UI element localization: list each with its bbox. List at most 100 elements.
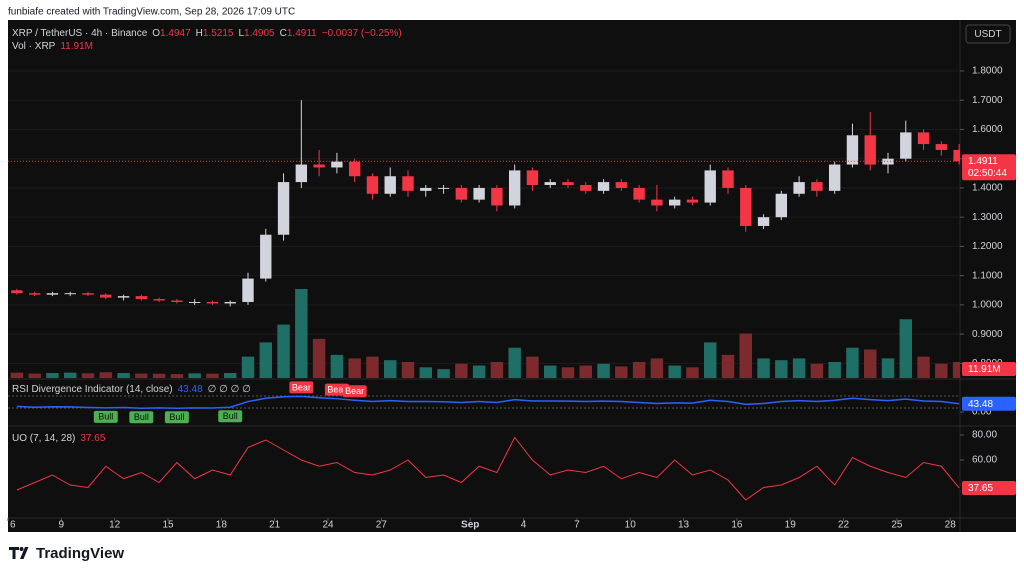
ohlc-label: C (280, 28, 287, 39)
last-price-label: 1.4911 (968, 156, 998, 167)
last-price-box (962, 154, 1016, 181)
divergence-tag (93, 410, 118, 423)
divergence-tag (164, 411, 189, 424)
x-tick-label: 15 (162, 520, 174, 531)
candle-body (224, 301, 236, 304)
volume-bar (597, 363, 610, 378)
candle-body (384, 176, 396, 194)
volume-bar (81, 373, 95, 378)
volume-bar (917, 356, 930, 378)
x-tick-label: Sep (461, 520, 479, 531)
candle-body (82, 293, 94, 295)
divergence-label: Bull (98, 412, 113, 422)
ohlc-label: L (238, 28, 244, 39)
volume-bar (526, 356, 539, 378)
indicator-line (16, 436, 960, 501)
volume-bar (366, 356, 379, 378)
divergence-label: Bear (345, 386, 364, 396)
candle-body (597, 182, 610, 191)
change: −0.0037 (−0.25%) (322, 28, 402, 39)
divergence-label: Bear (292, 382, 311, 392)
volume-last-label: 11.91M (968, 364, 1001, 375)
volume-bar (508, 347, 521, 378)
x-tick-label: 22 (838, 520, 850, 531)
candle-body (722, 170, 734, 188)
indicator-line (16, 395, 960, 409)
volume-bar (828, 361, 841, 378)
volume-bar (437, 369, 450, 378)
divergence-label: Bear (327, 385, 346, 395)
logo-icon (19, 547, 24, 551)
y-tick-label: 1.0000 (972, 300, 1003, 311)
candle-body (491, 187, 503, 206)
volume-bar (561, 367, 575, 378)
volume-bar (241, 356, 255, 378)
volume-bar (348, 358, 361, 378)
candle-body (46, 293, 59, 295)
legend: UO (7, 14, 28) 37.65 (12, 433, 106, 444)
currency: USDT (974, 29, 1001, 40)
ohlc-value: 1.5215 (203, 28, 234, 39)
divergence-label: Bull (169, 412, 184, 422)
indicator-value: 37.65 (80, 433, 105, 444)
volume-bar (10, 372, 24, 378)
candle-body (188, 301, 201, 303)
candle-body (846, 135, 859, 165)
x-tick-label: 10 (625, 520, 637, 531)
volume-bar (117, 373, 130, 378)
candle-body (206, 301, 219, 304)
candle-body (313, 164, 325, 168)
candle-body (864, 135, 876, 165)
rsi-last-box (962, 396, 1016, 411)
symbol-title: XRP / TetherUS · 4h · Binance (12, 28, 148, 39)
volume-bar (401, 361, 415, 378)
candle-body (580, 185, 592, 191)
x-tick-label: 24 (322, 520, 334, 531)
volume-bar (935, 363, 948, 378)
candle-body (171, 300, 183, 302)
logo-icon (9, 547, 29, 559)
candle-body (420, 187, 432, 191)
divergence-tag (342, 385, 367, 398)
volume-bar (544, 365, 557, 378)
ohlc-value: 1.4947 (160, 28, 191, 39)
volume-bar (881, 358, 895, 378)
legend: RSI Divergence Indicator (14, close) 43.4… (12, 384, 251, 395)
volume-bar (952, 361, 960, 378)
candle-body (64, 293, 76, 295)
candle-body (811, 182, 823, 191)
divergence-label: Bull (134, 412, 149, 422)
volume-bar (259, 342, 272, 378)
volume-bar (46, 373, 59, 378)
volume-bar (721, 354, 735, 378)
candle-body (668, 199, 681, 206)
volume-bar (650, 358, 664, 378)
candle-body (953, 149, 960, 162)
candle-body (686, 199, 699, 203)
volume-bar (188, 373, 201, 378)
volume-bar (135, 373, 148, 378)
y-tick-label: 1.8000 (972, 66, 1003, 77)
volume-bar (455, 363, 468, 378)
y-tick-label: 1.4000 (972, 183, 1003, 194)
candle-body (615, 182, 628, 188)
x-tick-label: 9 (59, 520, 65, 531)
plot-area (8, 70, 960, 501)
candle-body (793, 182, 805, 194)
volume-bar (224, 373, 237, 378)
candle-body (562, 182, 574, 186)
candle-body (544, 182, 556, 186)
volume-bar (384, 360, 397, 378)
candle-body (348, 161, 361, 177)
x-tick-label: 13 (678, 520, 690, 531)
candle-body (740, 187, 752, 226)
candle-body (633, 187, 645, 200)
currency-button[interactable] (965, 24, 1011, 44)
candle-body (28, 293, 41, 295)
x-tick-label: 28 (945, 520, 957, 531)
volume-bar (668, 365, 681, 378)
volume-bar (632, 361, 646, 378)
y-tick-label: 1.2000 (972, 241, 1003, 252)
volume-bar (686, 367, 699, 378)
x-tick-label: 19 (785, 520, 797, 531)
